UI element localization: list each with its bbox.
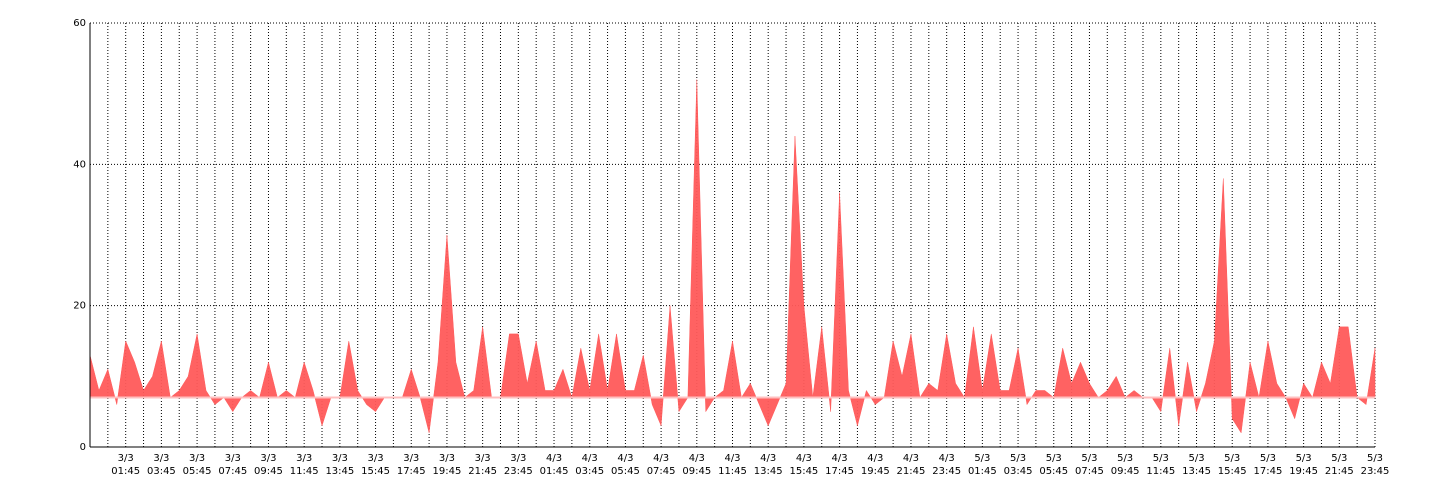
- x-tick-label: 01:45: [111, 466, 140, 477]
- y-tick-label: 40: [73, 159, 86, 170]
- x-tick-label: 4/3: [546, 453, 562, 464]
- x-tick-label: 4/3: [867, 453, 883, 464]
- x-tick-label: 11:45: [718, 466, 747, 477]
- x-tick-label: 19:45: [433, 466, 462, 477]
- x-tick-label: 5/3: [1260, 453, 1276, 464]
- x-tick-label: 05:45: [183, 466, 212, 477]
- x-tick-label: 3/3: [118, 453, 134, 464]
- x-tick-label: 23:45: [1361, 466, 1390, 477]
- x-tick-label: 01:45: [540, 466, 569, 477]
- x-tick-label: 5/3: [1367, 453, 1383, 464]
- x-tick-label: 4/3: [617, 453, 633, 464]
- x-tick-label: 05:45: [1039, 466, 1068, 477]
- x-tick-label: 3/3: [510, 453, 526, 464]
- x-tick-label: 5/3: [1296, 453, 1312, 464]
- x-tick-label: 19:45: [1289, 466, 1318, 477]
- x-tick-label: 01:45: [968, 466, 997, 477]
- area: [89, 79, 1376, 434]
- x-tick-label: 5/3: [1081, 453, 1097, 464]
- x-tick-label: 3/3: [225, 453, 241, 464]
- x-tick-label: 07:45: [647, 466, 676, 477]
- x-tick-label: 4/3: [724, 453, 740, 464]
- x-tick-label: 09:45: [682, 466, 711, 477]
- x-tick-label: 07:45: [218, 466, 247, 477]
- x-tick-label: 15:45: [789, 466, 818, 477]
- x-tick-label: 4/3: [939, 453, 955, 464]
- x-tick-label: 3/3: [439, 453, 455, 464]
- x-tick-label: 5/3: [1331, 453, 1347, 464]
- x-tick-label: 3/3: [403, 453, 419, 464]
- x-tick-label: 5/3: [1224, 453, 1240, 464]
- x-tick-label: 11:45: [290, 466, 319, 477]
- x-tick-label: 5/3: [974, 453, 990, 464]
- x-tick-label: 4/3: [760, 453, 776, 464]
- x-tick-label: 17:45: [1254, 466, 1283, 477]
- x-tick-label: 19:45: [861, 466, 890, 477]
- y-tick-label: 60: [73, 18, 86, 29]
- x-tick-label: 09:45: [1111, 466, 1140, 477]
- x-tick-label: 4/3: [582, 453, 598, 464]
- x-tick-label: 5/3: [1153, 453, 1169, 464]
- x-tick-label: 21:45: [468, 466, 497, 477]
- x-tick-label: 3/3: [475, 453, 491, 464]
- x-tick-label: 3/3: [153, 453, 169, 464]
- x-tick-label: 15:45: [361, 466, 390, 477]
- x-tick-label: 3/3: [296, 453, 312, 464]
- x-tick-label: 17:45: [397, 466, 426, 477]
- x-tick-label: 05:45: [611, 466, 640, 477]
- x-tick-label: 15:45: [1218, 466, 1247, 477]
- x-tick-label: 5/3: [1046, 453, 1062, 464]
- x-tick-label: 03:45: [575, 466, 604, 477]
- x-tick-label: 3/3: [260, 453, 276, 464]
- x-tick-label: 5/3: [1188, 453, 1204, 464]
- x-tick-label: 3/3: [332, 453, 348, 464]
- x-tick-label: 23:45: [932, 466, 961, 477]
- x-tick-label: 4/3: [903, 453, 919, 464]
- x-tick-label: 5/3: [1117, 453, 1133, 464]
- x-tick-label: 21:45: [897, 466, 926, 477]
- x-tick-label: 03:45: [1004, 466, 1033, 477]
- x-tick-label: 4/3: [796, 453, 812, 464]
- x-tick-label: 5/3: [1010, 453, 1026, 464]
- x-tick-label: 23:45: [504, 466, 533, 477]
- x-tick-label: 09:45: [254, 466, 283, 477]
- x-tick-label: 3/3: [189, 453, 205, 464]
- x-tick-label: 4/3: [653, 453, 669, 464]
- x-tick-label: 07:45: [1075, 466, 1104, 477]
- y-tick-label: 20: [73, 301, 86, 312]
- x-tick-label: 17:45: [825, 466, 854, 477]
- y-tick-label: 0: [80, 442, 86, 453]
- x-tick-label: 3/3: [368, 453, 384, 464]
- x-tick-label: 03:45: [147, 466, 176, 477]
- x-tick-label: 13:45: [325, 466, 354, 477]
- x-tick-label: 13:45: [1182, 466, 1211, 477]
- x-tick-label: 11:45: [1146, 466, 1175, 477]
- x-tick-label: 21:45: [1325, 466, 1354, 477]
- x-tick-label: 4/3: [832, 453, 848, 464]
- x-tick-label: 4/3: [689, 453, 705, 464]
- x-tick-label: 13:45: [754, 466, 783, 477]
